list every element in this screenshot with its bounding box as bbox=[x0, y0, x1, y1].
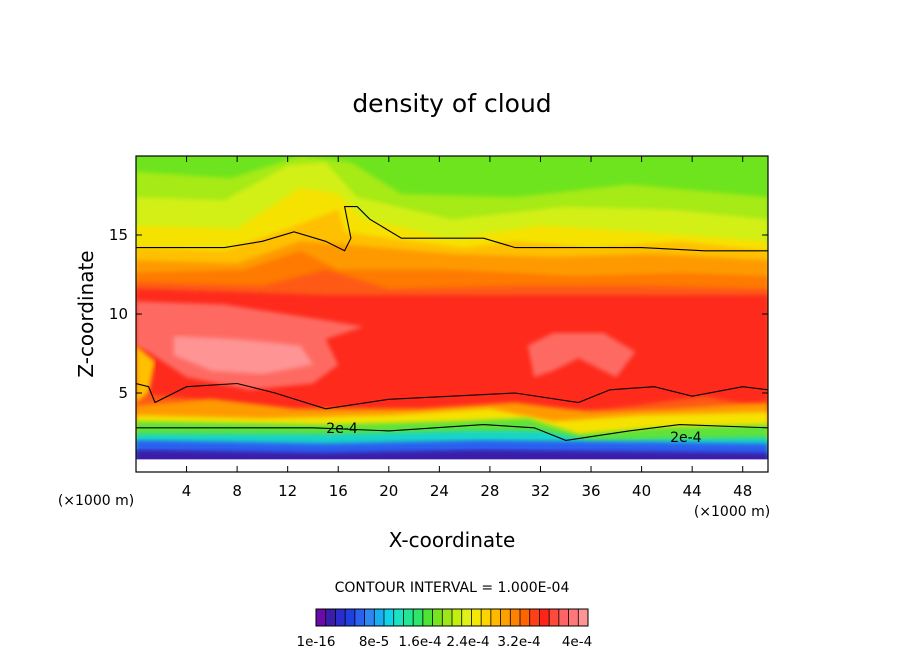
blob-pink-right bbox=[527, 333, 636, 378]
colorbar-swatch bbox=[461, 609, 472, 626]
colorbar-swatch bbox=[529, 609, 540, 626]
heatmap-field bbox=[136, 156, 768, 472]
colorbar-swatch bbox=[354, 609, 365, 626]
colorbar-tick-labels: 1e-16 8e-5 1.6e-4 2.4e-4 3.2e-4 4e-4 bbox=[297, 634, 593, 650]
y-axis-label: Z-coordinate bbox=[74, 250, 98, 377]
colorbar-tick-label: 1.6e-4 bbox=[398, 634, 441, 650]
contour-lower bbox=[136, 424, 768, 441]
colorbar-swatch bbox=[452, 609, 463, 626]
x-tick-label: 32 bbox=[531, 482, 550, 500]
x-unit-right: (×1000 m) bbox=[694, 504, 770, 520]
colorbar-tick-label: 2.4e-4 bbox=[446, 634, 489, 650]
colorbar-swatch bbox=[432, 609, 443, 626]
x-tick-label: 44 bbox=[683, 482, 702, 500]
colorbar-swatch bbox=[549, 609, 560, 626]
colorbar-swatch bbox=[316, 609, 327, 626]
contour-interval-label: CONTOUR INTERVAL = 1.000E-04 bbox=[335, 580, 570, 596]
x-tick-label: 8 bbox=[232, 482, 242, 500]
colorbar-swatch bbox=[393, 609, 404, 626]
colorbar-swatch bbox=[364, 609, 375, 626]
colorbar-swatch bbox=[510, 609, 521, 626]
blob-left-edge bbox=[136, 345, 155, 403]
y-tick-label: 10 bbox=[109, 305, 128, 323]
colorbar-swatch bbox=[403, 609, 414, 626]
colorbar-tick-label: 3.2e-4 bbox=[497, 634, 540, 650]
colorbar-tick-label: 1e-16 bbox=[297, 634, 336, 650]
colorbar-swatch bbox=[325, 609, 336, 626]
colorbar-swatch bbox=[490, 609, 501, 626]
y-tick-label: 5 bbox=[118, 384, 128, 402]
colorbar-swatch bbox=[481, 609, 492, 626]
contour-middle bbox=[136, 382, 768, 410]
x-tick-label: 24 bbox=[430, 482, 449, 500]
x-tick-label: 40 bbox=[632, 482, 651, 500]
colorbar-tick-label: 4e-4 bbox=[562, 634, 592, 650]
y-tick-label: 15 bbox=[109, 226, 128, 244]
colorbar-swatch bbox=[345, 609, 356, 626]
y-axis-ticks: 5 10 15 bbox=[109, 226, 768, 402]
colorbar-swatch bbox=[442, 609, 453, 626]
contour-label: 2e-4 bbox=[670, 430, 702, 446]
colorbar-frame bbox=[315, 608, 589, 627]
field-bottom-blank bbox=[136, 459, 768, 472]
colorbar-swatch bbox=[413, 609, 424, 626]
contour-label: 2e-4 bbox=[326, 421, 358, 437]
x-tick-label: 20 bbox=[379, 482, 398, 500]
colorbar-swatch bbox=[539, 609, 550, 626]
blob-pink-core bbox=[173, 336, 313, 374]
colorbar-swatch bbox=[558, 609, 569, 626]
x-tick-label: 16 bbox=[329, 482, 348, 500]
contour-labels: 2e-4 2e-4 bbox=[326, 421, 701, 446]
x-tick-label: 36 bbox=[581, 482, 600, 500]
x-axis-ticks: 4 8 12 16 20 24 28 32 36 40 44 48 bbox=[182, 156, 752, 500]
x-unit-left: (×1000 m) bbox=[58, 493, 134, 509]
contour-lines bbox=[136, 206, 768, 441]
colorbar-swatch bbox=[471, 609, 482, 626]
x-tick-label: 48 bbox=[733, 482, 752, 500]
colorbar-swatch bbox=[374, 609, 385, 626]
x-tick-label: 4 bbox=[182, 482, 192, 500]
chart-title: density of cloud bbox=[352, 89, 551, 118]
colorbar-swatch bbox=[578, 609, 589, 626]
colorbar-swatch bbox=[384, 609, 395, 626]
colorbar-swatch bbox=[568, 609, 579, 626]
colorbar-swatch bbox=[422, 609, 433, 626]
colorbar-tick-label: 8e-5 bbox=[359, 634, 389, 650]
x-tick-label: 28 bbox=[480, 482, 499, 500]
colorbar-swatch bbox=[500, 609, 511, 626]
colorbar-swatch bbox=[335, 609, 346, 626]
colorbar-swatch bbox=[520, 609, 531, 626]
x-tick-label: 12 bbox=[278, 482, 297, 500]
contour-upper bbox=[136, 206, 768, 252]
colorbar bbox=[315, 608, 589, 627]
x-axis-label: X-coordinate bbox=[389, 528, 516, 552]
